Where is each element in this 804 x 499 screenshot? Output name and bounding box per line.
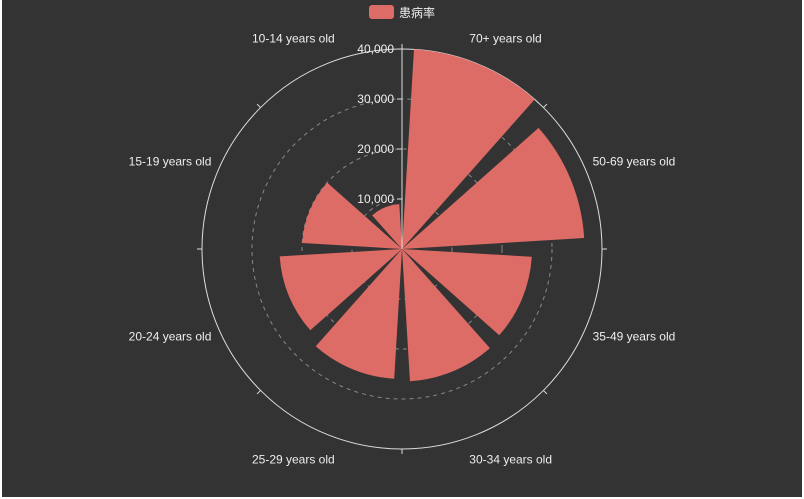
- angle-tick: [543, 390, 548, 395]
- category-label: 10-14 years old: [252, 31, 335, 45]
- category-label: 25-29 years old: [252, 453, 335, 467]
- bar-70-years-old[interactable]: [402, 49, 535, 249]
- radial-tick-label: 20,000: [357, 142, 394, 156]
- category-label: 50-69 years old: [593, 155, 676, 169]
- angle-tick: [256, 390, 261, 395]
- category-label: 30-34 years old: [469, 453, 552, 467]
- category-label: 70+ years old: [469, 31, 541, 45]
- angle-tick: [543, 103, 548, 108]
- legend-swatch[interactable]: [369, 5, 394, 19]
- radial-tick-label: 40,000: [357, 42, 394, 56]
- bar-25-29-years-old[interactable]: [315, 249, 402, 379]
- category-label: 20-24 years old: [129, 329, 212, 343]
- radial-tick-label: 10,000: [357, 192, 394, 206]
- bar-series: [279, 49, 585, 382]
- bar-30-34-years-old[interactable]: [402, 249, 490, 382]
- bar-50-69-years-old[interactable]: [402, 127, 585, 249]
- category-labels: 70+ years old 50-69 years old 35-49 years …: [129, 31, 676, 466]
- bar-20-24-years-old[interactable]: [279, 249, 402, 331]
- grid-circle: [301, 148, 503, 350]
- radial-tick-label: 30,000: [357, 92, 394, 106]
- radial-axis: 10,000 20,000 30,000 40,000: [357, 42, 403, 249]
- angle-tick: [256, 103, 261, 108]
- category-label: 15-19 years old: [129, 155, 212, 169]
- category-label: 35-49 years old: [593, 329, 676, 343]
- bar-15-19-years-old[interactable]: [302, 182, 402, 249]
- bar-35-49-years-old[interactable]: [402, 249, 532, 336]
- legend[interactable]: 患病率: [369, 5, 435, 20]
- bar-10-14-years-old[interactable]: [372, 204, 402, 249]
- legend-label[interactable]: 患病率: [399, 5, 435, 20]
